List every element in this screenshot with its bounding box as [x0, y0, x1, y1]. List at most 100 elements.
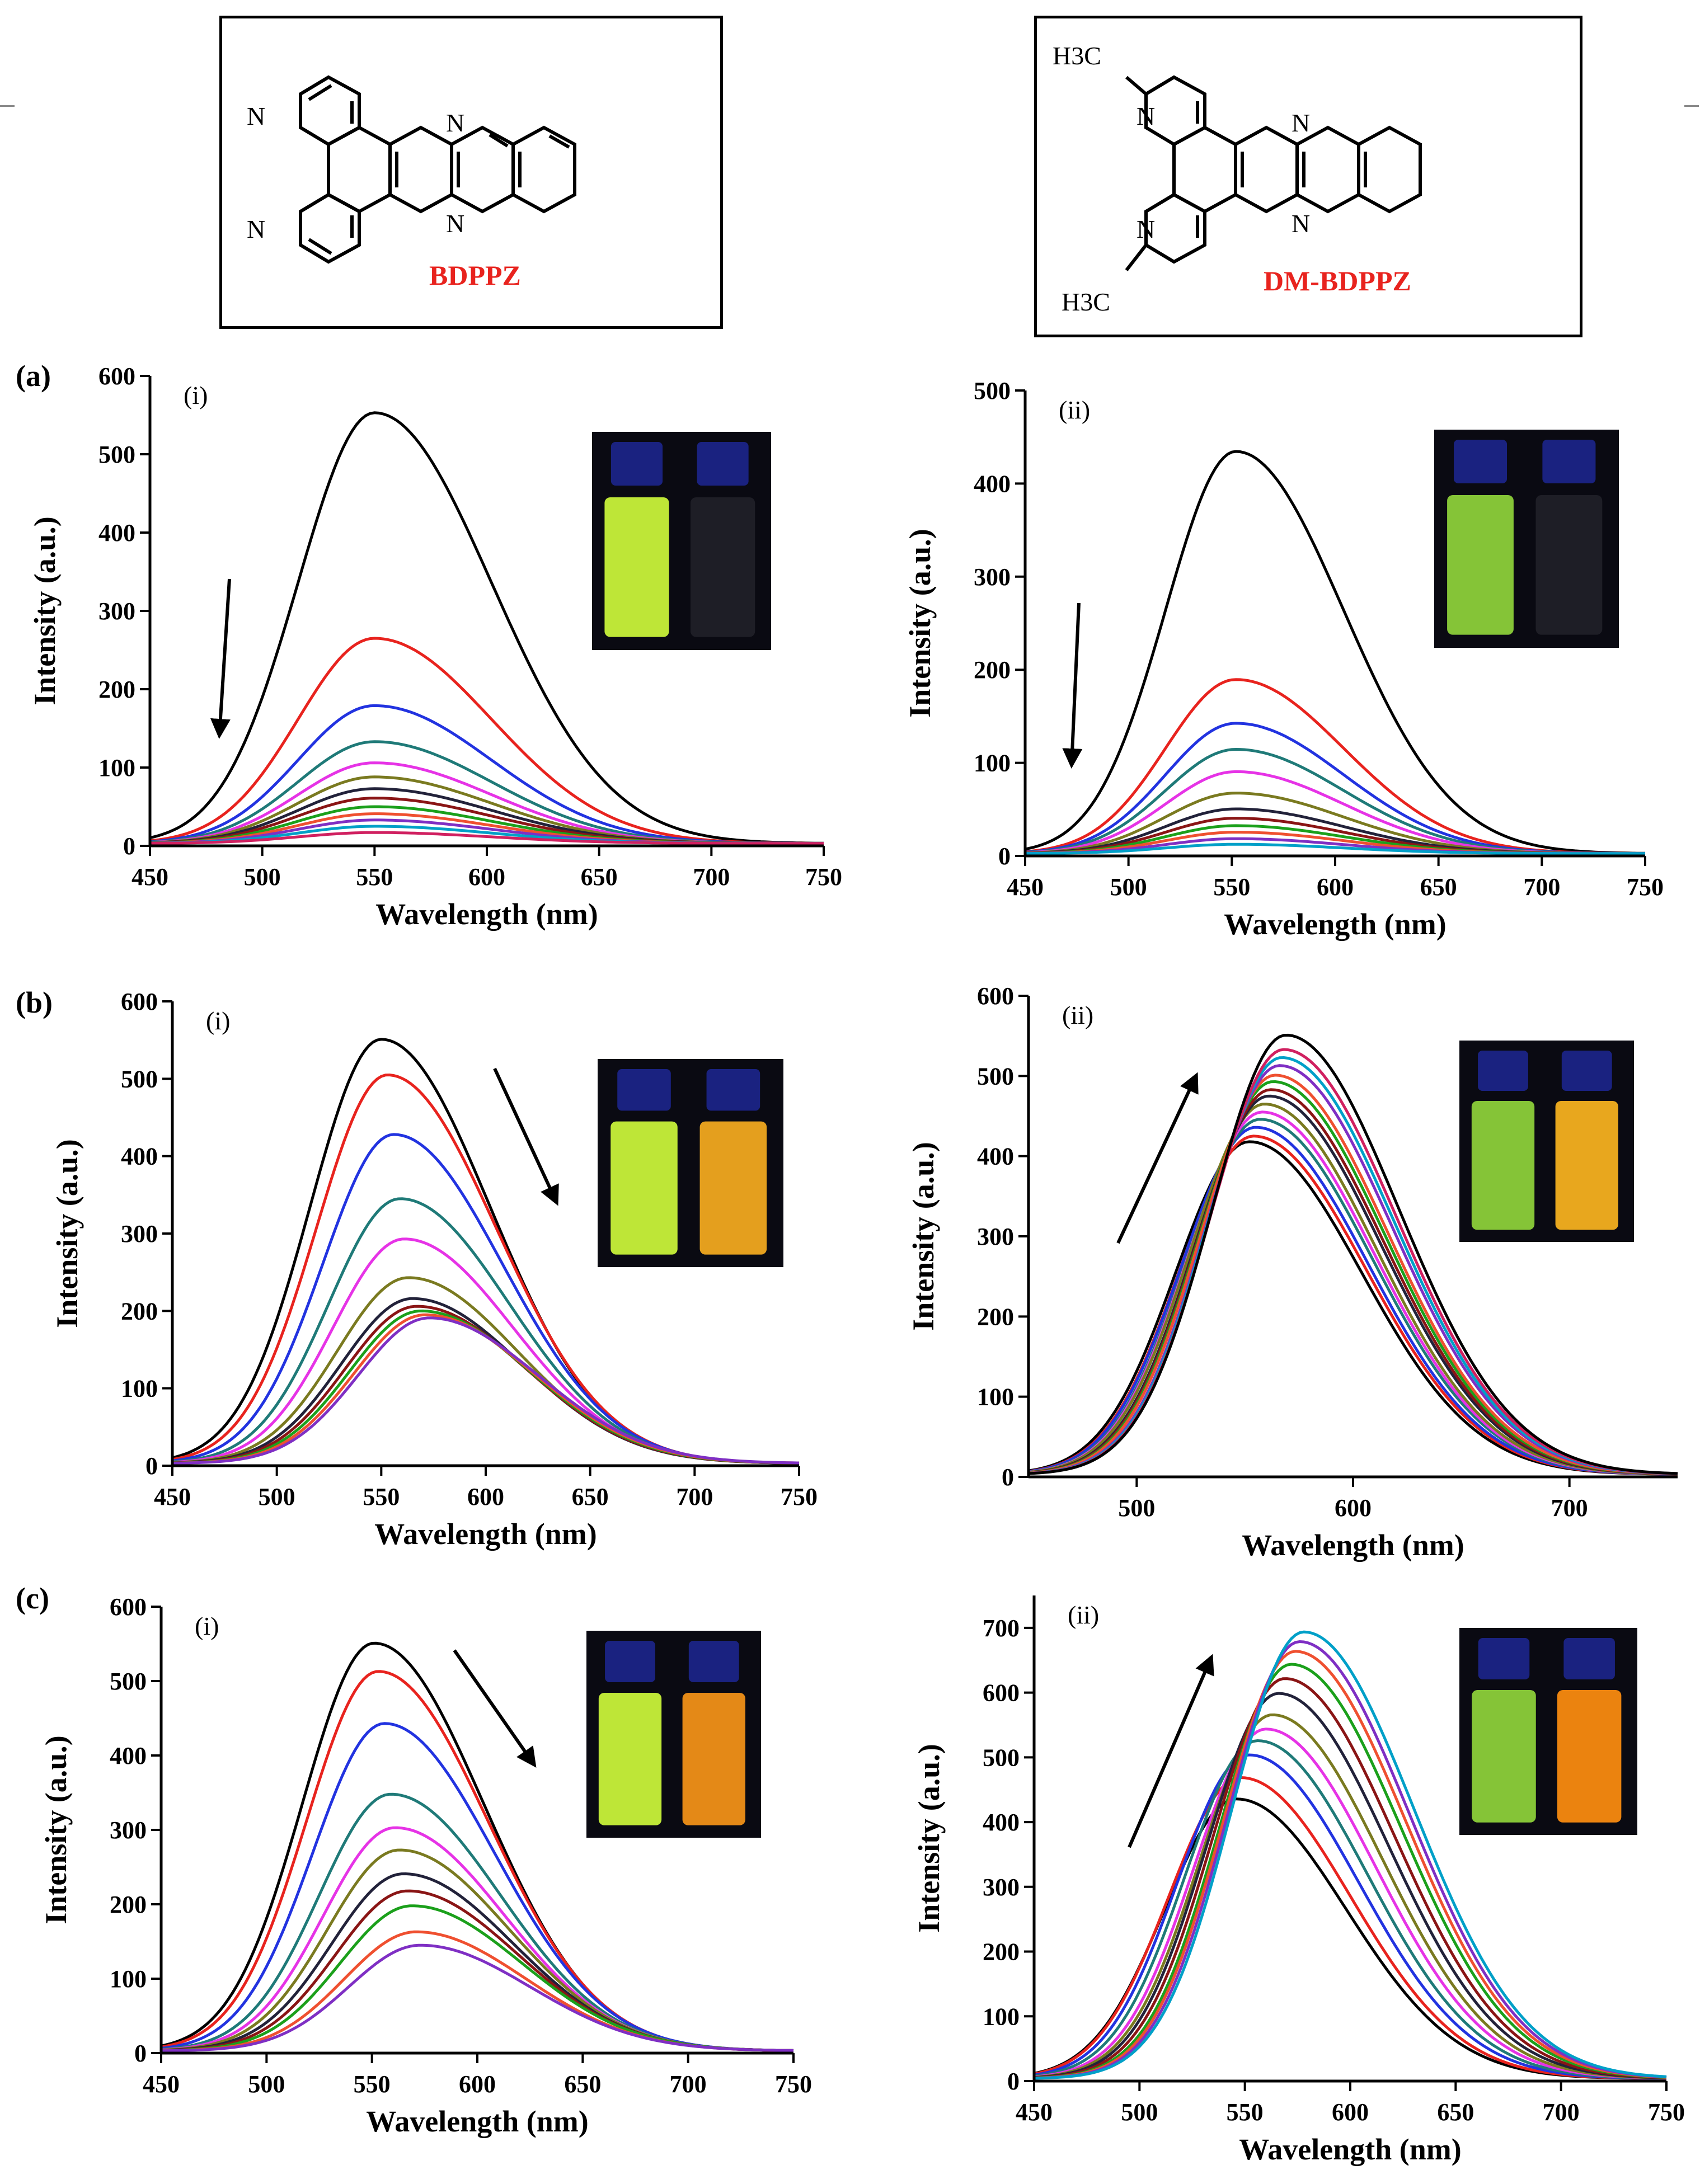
- chart-2-xtick-label-6: 750: [781, 1483, 818, 1510]
- chart-5-ylabel: Intensity (a.u.): [912, 1744, 946, 1933]
- chart-3-inset-photo: [1459, 1041, 1634, 1242]
- chart-5-series-9: [1034, 1650, 1667, 2080]
- chart-1-ytick-label-2: 200: [974, 656, 1011, 684]
- chart-1-series-0: [1025, 450, 1646, 855]
- chart-1-vial-right: [1535, 440, 1603, 635]
- chart-5-ytick-label-6: 600: [983, 1679, 1020, 1707]
- chart-2-xtick-label-3: 600: [467, 1483, 504, 1510]
- chart-4-xtick-label-3: 600: [459, 2070, 496, 2098]
- chart-4-vial-right: [682, 1641, 745, 1825]
- chart-2-ytick-label-2: 200: [121, 1297, 158, 1325]
- chart-5-ytick-label-3: 300: [983, 1874, 1020, 1901]
- chart-0-xtick-label-5: 700: [693, 863, 730, 891]
- chart-5-series-11: [1034, 1630, 1667, 2080]
- chart-4-xtick-label-0: 450: [143, 2070, 180, 2098]
- chart-2-trend-arrow: [493, 1067, 559, 1206]
- chart-0-xtick-label-1: 500: [244, 863, 281, 891]
- chart-5-series-5: [1034, 1713, 1667, 2080]
- chart-1-xtick-label-2: 550: [1213, 873, 1250, 901]
- dm-bdppz-atom-n3: N: [1292, 109, 1311, 137]
- chart-0-xtick-label-3: 600: [468, 863, 505, 891]
- chart-3-ytick-label-5: 500: [977, 1062, 1014, 1090]
- chart-5-xlabel: Wavelength (nm): [1239, 2133, 1462, 2166]
- dm-bdppz-atom-n4: N: [1292, 209, 1311, 238]
- chart-4-trend-arrow: [453, 1649, 537, 1768]
- chart-3: 500 600 700 0 100 200 300 400 500 600 Wavelength (…: [907, 982, 1678, 1562]
- chart-2-ytick-label-6: 600: [121, 988, 158, 1015]
- chart-1-ytick-label-3: 300: [974, 563, 1011, 591]
- chart-0-ytick-label-3: 300: [98, 597, 135, 625]
- chart-4-sub-label: (i): [195, 1612, 219, 1640]
- chart-0: 450 500 550 600 650 700 750 0 100 200 300 400 500 600…: [16, 359, 842, 931]
- chart-5-ytick-label-5: 500: [983, 1744, 1020, 1771]
- chart-2-ytick-label-3: 300: [121, 1220, 158, 1248]
- chart-4-xlabel: Wavelength (nm): [366, 2105, 589, 2138]
- chart-5-xtick-label-3: 600: [1332, 2098, 1369, 2126]
- dm-bdppz-label: DM-BDPPZ: [1264, 265, 1411, 296]
- chart-5-trend-arrow: [1128, 1654, 1214, 1848]
- chart-2-xtick-label-4: 650: [572, 1483, 609, 1510]
- chart-4-vial-left: [598, 1641, 662, 1825]
- chart-1-inset-photo: [1434, 430, 1619, 648]
- chart-3-ytick-label-1: 100: [977, 1383, 1014, 1411]
- chart-1-xtick-label-1: 500: [1110, 873, 1147, 901]
- chart-0-xtick-label-0: 450: [132, 863, 168, 891]
- chart-4-ytick-label-6: 600: [110, 1593, 147, 1621]
- chart-5-xtick-label-1: 500: [1121, 2098, 1158, 2126]
- chart-3-xtick-label-2: 700: [1551, 1494, 1588, 1522]
- chart-2-vial-right: [699, 1069, 767, 1255]
- chart-0-series-12: [150, 831, 824, 845]
- chart-3-xlabel: Wavelength (nm): [1242, 1528, 1464, 1562]
- chart-4-xtick-label-6: 750: [775, 2070, 812, 2098]
- chart-1-vial-left: [1447, 440, 1514, 635]
- chart-1-xtick-label-3: 600: [1317, 873, 1354, 901]
- chart-4-xtick-label-5: 700: [670, 2070, 707, 2098]
- chart-3-ytick-label-4: 400: [977, 1143, 1014, 1170]
- dm-bdppz-structure-box: H3C H3C N N N N DM-BDPPZ: [1034, 16, 1582, 337]
- chart-5-xtick-label-0: 450: [1016, 2098, 1053, 2126]
- chart-4: 450 500 550 600 650 700 750 0 100 200 300 400 500 600…: [16, 1581, 812, 2138]
- chart-4-inset-photo: [586, 1631, 761, 1838]
- chart-3-trend-arrow: [1116, 1072, 1199, 1244]
- chart-2-ylabel: Intensity (a.u.): [50, 1139, 84, 1328]
- chart-2-ytick-label-4: 400: [121, 1143, 158, 1170]
- chart-0-inset-photo: [592, 432, 771, 650]
- chart-5-ytick-label-7: 700: [983, 1615, 1020, 1642]
- chart-1-ytick-label-5: 500: [974, 377, 1011, 404]
- chart-2-ytick-label-1: 100: [121, 1375, 158, 1402]
- chart-1-ylabel: Intensity (a.u.): [903, 529, 937, 718]
- chart-2-ytick-label-0: 0: [145, 1452, 158, 1480]
- chart-3-ytick-label-6: 600: [977, 982, 1014, 1010]
- chart-1-ytick-label-1: 100: [974, 750, 1011, 777]
- bdppz-atom-n1: N: [247, 102, 266, 130]
- chart-5-series-3: [1034, 1739, 1667, 2080]
- dm-bdppz-atom-n1: N: [1137, 102, 1156, 130]
- bdppz-atom-n3: N: [446, 109, 465, 137]
- chart-5-series-1: [1034, 1776, 1667, 2080]
- chart-2-xtick-label-2: 550: [363, 1483, 400, 1510]
- chart-5-vial-left: [1472, 1638, 1536, 1823]
- chart-5: 450 500 550 600 650 700 750 0 100 200 300 400 500 600…: [912, 1595, 1685, 2166]
- chart-3-sub-label: (ii): [1062, 1001, 1093, 1029]
- chart-4-ytick-label-5: 500: [110, 1668, 147, 1695]
- chart-0-xlabel: Wavelength (nm): [375, 897, 598, 931]
- chart-2-ytick-label-5: 500: [121, 1065, 158, 1093]
- chart-5-series-4: [1034, 1728, 1667, 2080]
- chart-4-ytick-label-1: 100: [110, 1965, 147, 1993]
- chart-0-sub-label: (i): [184, 381, 208, 410]
- chart-5-xtick-label-2: 550: [1227, 2098, 1264, 2126]
- dm-bdppz-atom-n2: N: [1137, 215, 1156, 243]
- chart-1-xtick-label-6: 750: [1627, 873, 1664, 901]
- chart-5-xtick-label-4: 650: [1437, 2098, 1474, 2126]
- chart-1-ytick-label-0: 0: [998, 842, 1011, 870]
- chart-0-ylabel: Intensity (a.u.): [28, 516, 62, 705]
- chart-2-xtick-label-1: 500: [259, 1483, 295, 1510]
- chart-0-vial-right: [691, 442, 755, 637]
- chart-2-panel-label: (b): [16, 986, 53, 1019]
- dm-bdppz-methyl-top: H3C: [1053, 41, 1101, 70]
- chart-4-series-7: [161, 1889, 794, 2052]
- chart-1-xtick-label-4: 650: [1420, 873, 1457, 901]
- chart-5-ytick-label-2: 200: [983, 1938, 1020, 1966]
- chart-5-series-10: [1034, 1640, 1667, 2080]
